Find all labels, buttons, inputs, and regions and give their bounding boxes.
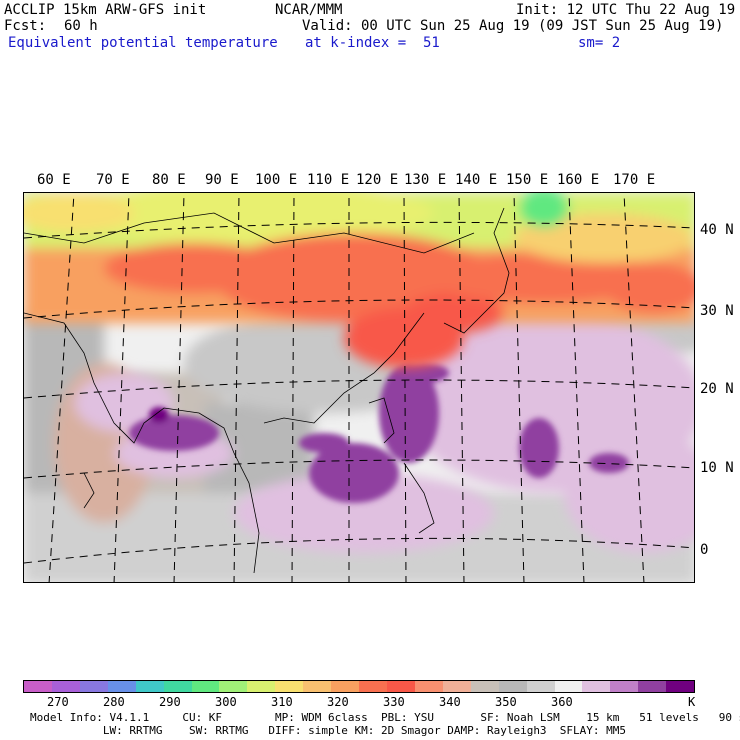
colorbar-cell [359, 681, 387, 692]
colorbar-cell [79, 681, 108, 692]
longitude-label: 130 E [404, 172, 447, 188]
colorbar-cell [386, 681, 415, 692]
colorbar-cell [526, 681, 555, 692]
longitude-label: 80 E [152, 172, 186, 188]
colorbar [23, 680, 695, 693]
colorbar-cell [24, 681, 52, 692]
colorbar-cell [247, 681, 276, 692]
colorbar-cell [554, 681, 583, 692]
colorbar-cell [638, 681, 667, 692]
colorbar-cell [610, 681, 639, 692]
graticule [24, 193, 694, 582]
longitude-label: 160 E [557, 172, 600, 188]
lilac-field [74, 313, 694, 553]
map-field-svg [24, 193, 694, 582]
weather-map [23, 192, 695, 583]
colorbar-cell [135, 681, 164, 692]
longitude-label: 70 E [96, 172, 130, 188]
warm-field [24, 193, 694, 368]
level-info: at k-index = 51 [305, 35, 440, 51]
colorbar-cell [219, 681, 248, 692]
colorbar-tick: 350 [495, 695, 517, 709]
center-label: NCAR/MMM [275, 2, 343, 18]
longitude-label: 110 E [307, 172, 350, 188]
longitude-label: 140 E [455, 172, 498, 188]
model-info-line2: LW: RRTMG SW: RRTMG DIFF: simple KM: 2D … [30, 724, 627, 737]
colorbar-cell [666, 681, 695, 692]
colorbar-tick: 340 [439, 695, 461, 709]
colorbar-cell [470, 681, 499, 692]
colorbar-tick: 290 [159, 695, 181, 709]
longitude-label: 90 E [205, 172, 239, 188]
field-name: Equivalent potential temperature [8, 35, 278, 51]
latitude-label: 40 N [700, 222, 734, 238]
coastlines [24, 207, 510, 574]
longitude-label: 120 E [356, 172, 399, 188]
colorbar-cell [414, 681, 443, 692]
smoothing-info: sm= 2 [578, 35, 621, 51]
model-title: ACCLIP 15km ARW-GFS init [4, 2, 207, 18]
colorbar-cell [107, 681, 136, 692]
colorbar-tick: 280 [103, 695, 125, 709]
forecast-label: Fcst: [4, 18, 47, 34]
colorbar-cell [51, 681, 80, 692]
latitude-label: 10 N [700, 460, 734, 476]
purple-field [129, 363, 629, 503]
latitude-label: 0 [700, 542, 709, 558]
colorbar-tick: 320 [327, 695, 349, 709]
colorbar-tick: 310 [271, 695, 293, 709]
colorbar-cell [331, 681, 360, 692]
colorbar-cell [275, 681, 304, 692]
init-time: Init: 12 UTC Thu 22 Aug 19 [516, 2, 736, 18]
latitude-label: 30 N [700, 303, 734, 319]
colorbar-tick: 330 [383, 695, 405, 709]
colorbar-cell [191, 681, 220, 692]
model-info-line1: Model Info: V4.1.1 CU: KF MP: WDM 6class… [30, 711, 740, 724]
longitude-label: 60 E [37, 172, 71, 188]
longitude-label: 100 E [255, 172, 298, 188]
colorbar-cell [582, 681, 611, 692]
longitude-label: 170 E [613, 172, 656, 188]
colorbar-tick: 300 [215, 695, 237, 709]
colorbar-unit: K [688, 695, 696, 709]
valid-time: Valid: 00 UTC Sun 25 Aug 19 (09 JST Sun … [302, 18, 724, 34]
colorbar-cell [163, 681, 192, 692]
colorbar-cell [303, 681, 332, 692]
colorbar-cell [442, 681, 471, 692]
colorbar-tick: 360 [551, 695, 573, 709]
colorbar-cell [498, 681, 527, 692]
colorbar-tick: 270 [47, 695, 69, 709]
latitude-label: 20 N [700, 381, 734, 397]
forecast-hour: 60 h [64, 18, 98, 34]
longitude-label: 150 E [506, 172, 549, 188]
